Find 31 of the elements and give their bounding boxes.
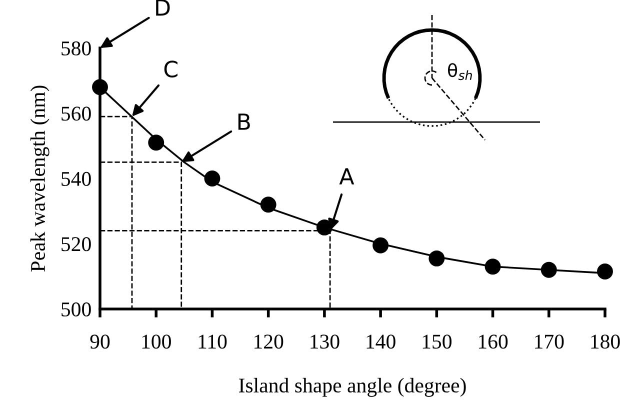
point <box>148 134 164 151</box>
point <box>260 196 276 213</box>
x-axis-title: Island shape angle (degree) <box>239 378 466 397</box>
point <box>316 219 332 236</box>
annotation: A <box>339 168 354 184</box>
y-tick-label: 540 <box>62 172 91 186</box>
point <box>484 258 501 275</box>
y-tick-label: 560 <box>62 106 91 121</box>
x-tick-label: 120 <box>254 334 284 349</box>
x-tick-label: 130 <box>310 334 340 349</box>
y-tick-label: 500 <box>62 302 91 316</box>
annotation: C <box>164 60 178 78</box>
annotation: θ$_{sh}$ <box>448 63 472 80</box>
y-axis-title: Peak wavelength (nm) <box>30 86 50 272</box>
x-tick-label: 150 <box>422 334 452 349</box>
point <box>597 264 613 280</box>
point <box>540 262 557 278</box>
x-tick-label: 110 <box>198 334 227 349</box>
y-tick-label: 580 <box>62 41 91 56</box>
y-tick-label: 520 <box>62 237 91 252</box>
x-tick-label: 180 <box>591 334 620 349</box>
x-tick-label: 100 <box>142 334 171 349</box>
x-tick-label: 160 <box>478 334 508 349</box>
point <box>204 170 220 186</box>
point <box>372 237 389 254</box>
x-tick-label: 140 <box>366 334 396 349</box>
x-tick-label: 170 <box>535 334 564 349</box>
annotation: B <box>238 114 250 130</box>
point <box>428 250 445 266</box>
point <box>92 79 108 96</box>
x-tick-label: 90 <box>90 334 110 349</box>
